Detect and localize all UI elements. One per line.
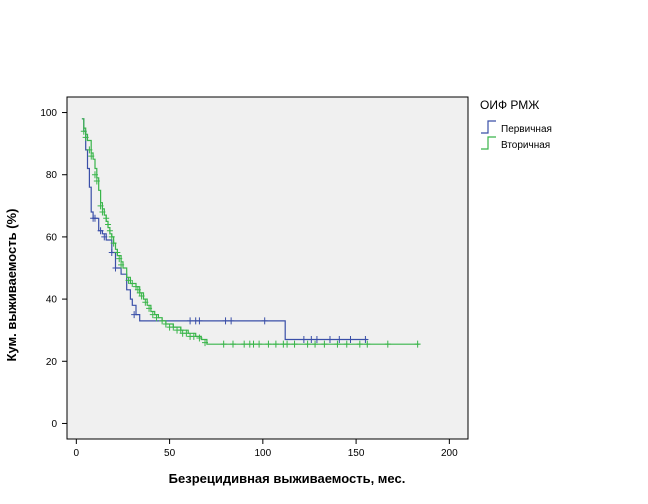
censor-mark <box>170 323 177 331</box>
censor-mark <box>131 311 138 319</box>
censor-mark <box>229 340 236 348</box>
y-tick-label: 40 <box>46 295 58 306</box>
y-tick-label: 20 <box>46 357 58 368</box>
censor-mark <box>312 340 319 348</box>
censor-mark <box>88 152 95 160</box>
censor-mark <box>162 320 169 328</box>
censor-mark <box>112 264 119 272</box>
censor-mark <box>91 171 98 179</box>
legend-label: Первичная <box>501 124 552 135</box>
censor-mark <box>304 340 311 348</box>
censor-mark <box>334 340 341 348</box>
censor-mark <box>261 317 268 325</box>
censor-mark <box>97 202 104 210</box>
x-tick-label: 0 <box>74 448 80 459</box>
x-tick-label: 50 <box>164 448 176 459</box>
censor-mark <box>326 336 333 344</box>
axis-ticks: 0 50 100 150 200 0 20 40 60 80 100 <box>40 108 458 459</box>
censor-mark <box>196 334 203 342</box>
censor-mark <box>308 336 315 344</box>
censor-mark <box>356 340 363 348</box>
censor-mark <box>101 233 108 241</box>
censor-mark <box>105 220 112 228</box>
censor-mark <box>86 146 93 154</box>
censor-mark <box>414 340 421 348</box>
y-tick-label: 60 <box>46 232 58 243</box>
censor-mark <box>321 340 328 348</box>
censor-mark <box>99 208 106 216</box>
censor-mark <box>129 280 136 288</box>
censor-mark <box>202 339 209 347</box>
legend-swatch <box>481 136 496 150</box>
y-tick-label: 0 <box>51 419 57 430</box>
x-tick-label: 200 <box>441 448 458 459</box>
censor-mark <box>300 336 307 344</box>
censor-mark <box>97 227 104 235</box>
censor-mark <box>142 298 149 306</box>
censor-mark <box>153 314 160 322</box>
y-tick-label: 100 <box>40 108 57 119</box>
censor-mark <box>108 248 115 256</box>
censor-mark <box>241 340 248 348</box>
censor-mark <box>362 336 369 344</box>
censor-mark <box>80 127 87 135</box>
legend-title: ОИФ РМЖ <box>480 98 539 112</box>
censor-mark <box>313 336 320 344</box>
censor-mark <box>364 340 371 348</box>
censor-mark <box>190 332 197 340</box>
censor-mark <box>272 340 279 348</box>
plot-area <box>66 96 469 440</box>
censor-mark <box>103 214 110 222</box>
legend-label: Вторичная <box>501 140 550 151</box>
y-axis-title: Кум. выживаемость (%) <box>4 209 19 362</box>
censor-mark <box>106 227 113 235</box>
censor-mark <box>291 340 298 348</box>
series-layer <box>80 118 421 348</box>
censor-mark <box>343 340 350 348</box>
censor-mark <box>125 276 132 284</box>
censor-mark <box>114 248 121 256</box>
x-axis-title: Безрецидивная выживаемость, мес. <box>169 471 406 486</box>
censor-mark <box>265 340 272 348</box>
censor-mark <box>82 133 89 141</box>
censor-mark <box>220 340 227 348</box>
legend-swatch <box>481 120 496 134</box>
censor-mark <box>384 340 391 348</box>
censor-mark <box>138 292 145 300</box>
x-tick-label: 150 <box>348 448 365 459</box>
censor-mark <box>250 340 257 348</box>
censor-mark <box>108 233 115 241</box>
censor-mark <box>187 317 194 325</box>
censor-mark <box>93 177 100 185</box>
censor-mark <box>183 329 190 337</box>
censor-mark <box>347 336 354 344</box>
censor-mark <box>146 304 153 312</box>
censor-mark <box>284 340 291 348</box>
y-tick-label: 80 <box>46 170 58 181</box>
censor-mark <box>116 255 123 263</box>
legend: ОИФ РМЖ Первичная Вторичная <box>480 98 552 151</box>
censor-mark <box>118 261 125 269</box>
censor-mark <box>91 214 98 222</box>
censor-mark <box>336 336 343 344</box>
censor-mark <box>159 317 166 325</box>
x-tick-label: 100 <box>254 448 271 459</box>
censor-mark <box>149 311 156 319</box>
series-2 <box>80 118 421 348</box>
censor-mark <box>228 317 235 325</box>
censor-mark <box>110 239 117 247</box>
censor-mark <box>222 317 229 325</box>
censor-mark <box>256 340 263 348</box>
censor-mark <box>196 317 203 325</box>
